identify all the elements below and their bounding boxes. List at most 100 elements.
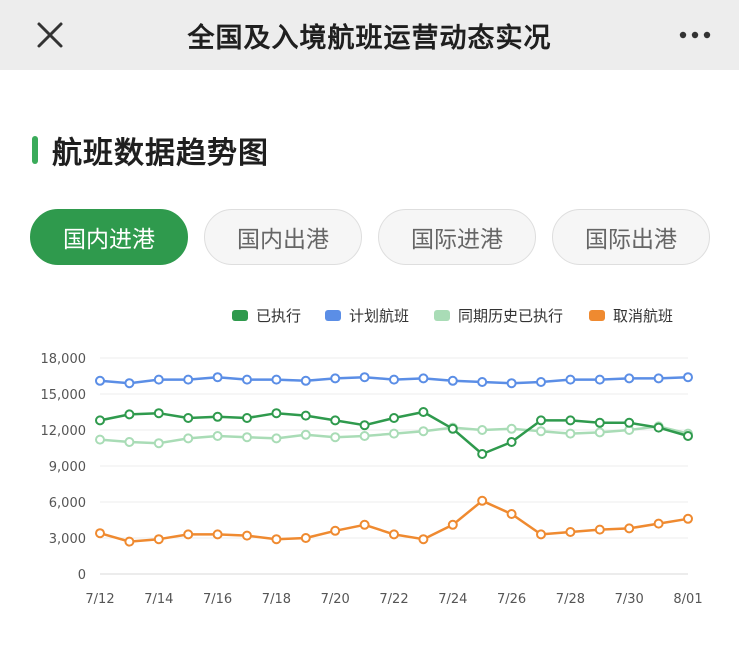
data-point[interactable]: [418, 407, 429, 417]
data-point[interactable]: [124, 378, 135, 389]
data-point[interactable]: [624, 417, 635, 428]
legend-label[interactable]: 计划航班: [349, 307, 409, 325]
data-point[interactable]: [653, 518, 664, 529]
data-point[interactable]: [447, 423, 458, 434]
section-header: 航班数据趋势图: [32, 132, 269, 171]
data-point[interactable]: [389, 529, 399, 540]
data-point[interactable]: [330, 373, 341, 384]
data-point[interactable]: [153, 438, 164, 449]
data-point[interactable]: [242, 432, 252, 443]
data-point[interactable]: [565, 415, 576, 426]
data-point[interactable]: [594, 524, 605, 535]
x-tick-label: 7/26: [497, 592, 526, 607]
data-point[interactable]: [506, 378, 517, 389]
data-point[interactable]: [653, 373, 664, 384]
data-point[interactable]: [271, 534, 282, 545]
data-point[interactable]: [653, 422, 664, 433]
data-point[interactable]: [300, 533, 311, 543]
section-accent-bar: [32, 136, 38, 164]
data-point[interactable]: [624, 373, 635, 384]
data-point[interactable]: [183, 413, 194, 423]
data-point[interactable]: [359, 519, 370, 530]
data-point[interactable]: [212, 529, 223, 540]
data-point[interactable]: [418, 373, 429, 384]
data-point[interactable]: [624, 523, 635, 534]
data-point[interactable]: [477, 449, 488, 459]
data-point[interactable]: [359, 372, 370, 383]
data-point[interactable]: [418, 426, 429, 437]
data-point[interactable]: [300, 429, 311, 440]
tab-international-departures[interactable]: 国际出港: [552, 209, 710, 265]
data-point[interactable]: [683, 513, 693, 524]
data-point[interactable]: [153, 374, 164, 385]
data-point[interactable]: [389, 374, 399, 385]
data-point[interactable]: [271, 433, 282, 444]
tab-international-arrivals[interactable]: 国际进港: [378, 209, 536, 265]
data-point[interactable]: [418, 534, 429, 545]
data-point[interactable]: [683, 372, 693, 383]
more-button[interactable]: [673, 15, 717, 55]
legend-label[interactable]: 同期历史已执行: [458, 307, 563, 325]
x-tick-label: 7/14: [144, 592, 173, 607]
data-point[interactable]: [95, 415, 105, 426]
data-point[interactable]: [565, 428, 576, 439]
data-point[interactable]: [594, 427, 605, 438]
data-point[interactable]: [124, 409, 135, 420]
data-point[interactable]: [683, 431, 693, 441]
data-point[interactable]: [536, 377, 546, 387]
data-point[interactable]: [330, 432, 341, 443]
data-point[interactable]: [212, 431, 223, 441]
x-tick-label: 7/12: [85, 592, 114, 607]
data-point[interactable]: [242, 413, 252, 423]
tab-domestic-arrivals[interactable]: 国内进港: [30, 209, 188, 265]
close-button[interactable]: [30, 15, 70, 55]
data-point[interactable]: [153, 534, 164, 545]
data-point[interactable]: [300, 410, 311, 421]
data-point[interactable]: [124, 437, 135, 447]
data-point[interactable]: [153, 408, 164, 419]
data-point[interactable]: [183, 374, 194, 385]
data-point[interactable]: [359, 431, 370, 441]
trend-chart: 已执行 计划航班 同期历史已执行 取消航班 0 3,000 6,000 9,000 12,000…: [41, 307, 703, 607]
data-point[interactable]: [242, 530, 252, 541]
x-tick-label: 7/18: [262, 592, 291, 607]
data-point[interactable]: [212, 372, 223, 383]
x-tick-label: 7/30: [615, 592, 644, 607]
data-point[interactable]: [594, 417, 605, 428]
data-point[interactable]: [389, 428, 399, 439]
legend-label[interactable]: 取消航班: [613, 307, 673, 325]
data-point[interactable]: [124, 536, 135, 547]
data-point[interactable]: [506, 423, 517, 434]
data-point[interactable]: [330, 525, 341, 536]
data-point[interactable]: [506, 509, 517, 519]
data-point[interactable]: [477, 495, 488, 506]
data-point[interactable]: [242, 374, 252, 385]
data-point[interactable]: [477, 425, 488, 435]
data-point[interactable]: [95, 528, 105, 539]
tab-domestic-departures[interactable]: 国内出港: [204, 209, 362, 265]
data-point[interactable]: [271, 374, 282, 385]
legend-label[interactable]: 已执行: [256, 307, 301, 325]
data-point[interactable]: [536, 415, 546, 426]
data-point[interactable]: [359, 420, 370, 431]
data-point[interactable]: [594, 374, 605, 385]
data-point[interactable]: [447, 375, 458, 386]
data-point[interactable]: [477, 377, 488, 387]
data-point[interactable]: [183, 529, 194, 540]
data-point[interactable]: [212, 411, 223, 422]
data-point[interactable]: [95, 375, 105, 386]
data-point[interactable]: [565, 527, 576, 537]
tab-bar: 国内进港 国内出港 国际进港 国际出港: [30, 209, 710, 265]
data-point[interactable]: [330, 415, 341, 426]
data-point[interactable]: [506, 437, 517, 447]
data-point[interactable]: [271, 408, 282, 419]
data-point[interactable]: [447, 519, 458, 530]
data-point[interactable]: [389, 413, 399, 423]
data-point[interactable]: [536, 426, 546, 437]
data-point[interactable]: [183, 433, 194, 444]
data-point[interactable]: [95, 434, 105, 445]
y-tick-label: 9,000: [49, 460, 86, 475]
data-point[interactable]: [565, 374, 576, 385]
data-point[interactable]: [300, 375, 311, 386]
data-point[interactable]: [536, 529, 546, 540]
